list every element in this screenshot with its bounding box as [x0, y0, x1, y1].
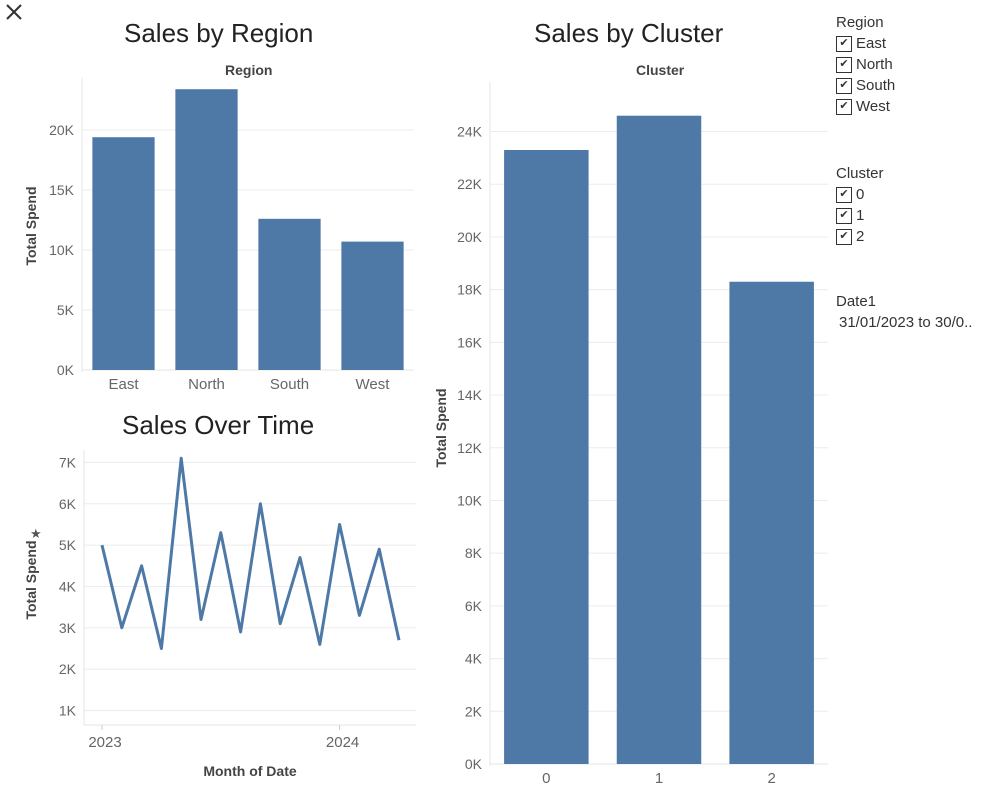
region-filter-label: East	[856, 35, 887, 52]
cluster-filter-item[interactable]: ✔ 2	[836, 226, 884, 247]
region-filter-item[interactable]: ✔ South	[836, 75, 895, 96]
region-filter-label: South	[856, 77, 896, 94]
y-tick-label: 22K	[457, 176, 483, 192]
y-tick-label: 5K	[59, 537, 77, 553]
y-tick-label: 2K	[465, 703, 483, 719]
date-filter: Date1 31/01/2023 to 30/0..	[836, 293, 972, 331]
y-tick-label: 6K	[465, 598, 483, 614]
x-tick-label: 2023	[88, 734, 121, 751]
x-tick-label: 2024	[326, 734, 359, 751]
y-tick-label: 12K	[457, 440, 483, 456]
y-tick-label: 1K	[59, 703, 77, 719]
cluster-filter-label: 0	[856, 186, 865, 203]
x-tick-label: East	[108, 376, 139, 393]
checkbox-checked-icon[interactable]: ✔	[836, 98, 852, 115]
cluster-bar-chart[interactable]: 0K 2K 4K 6K 8K 10K 12K 14K 16K 18K 20K 22K 24K 0 1 2 Tot…	[420, 78, 832, 790]
region-filter-item[interactable]: ✔ West	[836, 96, 895, 117]
y-tick-label: 3K	[59, 620, 77, 636]
sales-line[interactable]	[100, 456, 401, 650]
time-chart-title: Sales Over Time	[122, 410, 315, 440]
y-tick-label: 20K	[49, 122, 75, 138]
cluster-filter-label: 1	[856, 207, 865, 224]
y-tick-label: 10K	[49, 242, 75, 258]
bar[interactable]	[175, 89, 238, 370]
bar[interactable]	[616, 115, 702, 764]
checkbox-checked-icon[interactable]: ✔	[836, 186, 852, 203]
x-tick-label: North	[188, 376, 225, 393]
cluster-filter-item[interactable]: ✔ 0	[836, 184, 884, 205]
y-tick-label: 15K	[49, 182, 75, 198]
y-tick-label: 8K	[465, 545, 483, 561]
bar[interactable]	[341, 241, 404, 370]
x-tick-label: 0	[542, 770, 550, 787]
x-axis-label: Month of Date	[203, 763, 297, 779]
close-icon[interactable]	[4, 2, 24, 22]
date-filter-title: Date1	[836, 293, 877, 310]
bar[interactable]	[92, 137, 155, 370]
y-tick-label: 16K	[457, 334, 483, 350]
cluster-filter-item[interactable]: ✔ 1	[836, 205, 884, 226]
x-tick-label: 1	[655, 770, 663, 787]
checkbox-checked-icon[interactable]: ✔	[836, 228, 852, 245]
time-line-chart[interactable]: 1K 2K 3K 4K 5K 6K 7K 2023 2024 Month of Date Total…	[0, 440, 420, 790]
y-tick-label: 7K	[59, 454, 77, 470]
region-bar-chart[interactable]: 0K 5K 10K 15K 20K East North South West Total Spe…	[0, 78, 420, 398]
y-axis-label: Total Spend	[23, 540, 39, 619]
y-tick-label: 10K	[457, 492, 483, 508]
cluster-chart-title: Sales by Cluster	[534, 18, 724, 48]
x-tick-label: 2	[767, 770, 775, 787]
region-filter-title: Region	[836, 14, 884, 31]
region-filter-label: North	[856, 56, 893, 73]
date-range-value[interactable]: 31/01/2023 to 30/0..	[839, 314, 973, 331]
y-tick-label: 18K	[457, 282, 483, 298]
y-tick-label: 14K	[457, 387, 483, 403]
cluster-column-header: Cluster	[636, 62, 685, 78]
checkbox-checked-icon[interactable]: ✔	[836, 77, 852, 94]
y-tick-label: 6K	[59, 496, 77, 512]
y-tick-label: 5K	[57, 302, 75, 318]
x-tick-label: South	[270, 376, 309, 393]
bar[interactable]	[729, 281, 814, 764]
y-axis-label: Total Spend	[23, 186, 39, 265]
region-chart-title: Sales by Region	[124, 18, 314, 48]
region-column-header: Region	[225, 62, 273, 78]
region-filter-item[interactable]: ✔ North	[836, 54, 895, 75]
cluster-filter-title: Cluster	[836, 165, 884, 182]
y-axis-label: Total Spend	[433, 388, 449, 467]
y-tick-label: 0K	[465, 756, 483, 772]
region-filter-label: West	[856, 98, 890, 115]
region-filter: Region ✔ East ✔ North ✔ South ✔ West	[836, 14, 895, 117]
pin-icon: ★	[30, 526, 42, 541]
y-tick-label: 4K	[465, 651, 483, 667]
y-tick-label: 2K	[59, 661, 77, 677]
y-tick-label: 24K	[457, 124, 483, 140]
checkbox-checked-icon[interactable]: ✔	[836, 207, 852, 224]
cluster-filter: Cluster ✔ 0 ✔ 1 ✔ 2	[836, 165, 884, 247]
y-tick-label: 4K	[59, 578, 77, 594]
bar[interactable]	[258, 218, 321, 370]
checkbox-checked-icon[interactable]: ✔	[836, 56, 852, 73]
cluster-filter-label: 2	[856, 228, 865, 245]
y-tick-label: 20K	[457, 229, 483, 245]
y-tick-label: 0K	[57, 362, 75, 378]
checkbox-checked-icon[interactable]: ✔	[836, 35, 852, 52]
x-tick-label: West	[356, 376, 391, 393]
region-filter-item[interactable]: ✔ East	[836, 33, 895, 54]
bar[interactable]	[504, 149, 589, 765]
